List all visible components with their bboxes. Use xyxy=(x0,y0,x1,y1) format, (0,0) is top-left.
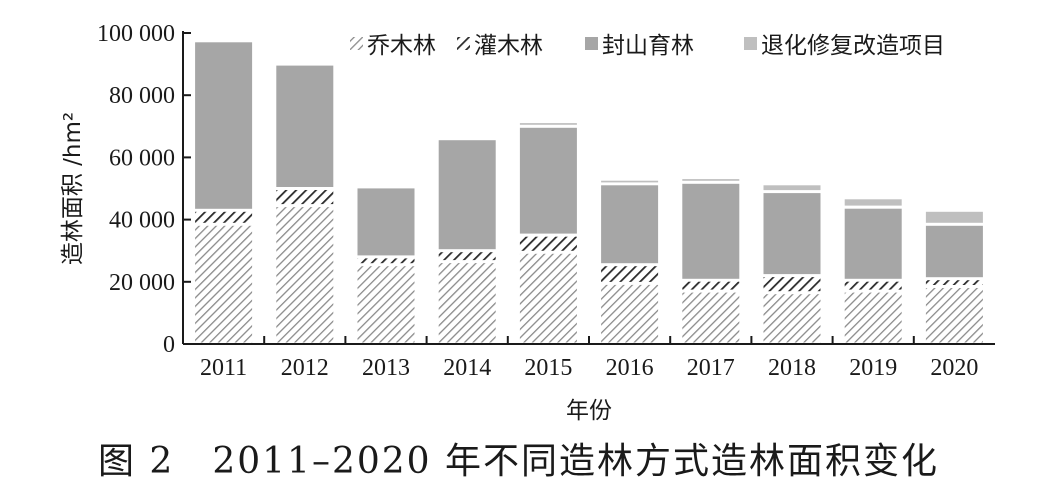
legend-label-3: 退化修复改造项目 xyxy=(761,33,945,59)
bar-2013-series-2 xyxy=(357,188,415,256)
legend-swatch-2 xyxy=(585,37,598,50)
legend-label-2: 封山育林 xyxy=(602,33,694,59)
legend-label-0: 乔木林 xyxy=(367,33,436,59)
legend-swatch-3 xyxy=(744,37,757,50)
bar-2015-series-2 xyxy=(519,127,577,234)
bar-2019-series-2 xyxy=(844,208,902,279)
legend: 乔木林 灌木林 封山育林 退化修复改造项目 xyxy=(350,33,945,59)
x-tick-label: 2015 xyxy=(524,355,572,381)
y-tick-label: 100 000 xyxy=(97,21,175,47)
bar-2012-series-0 xyxy=(276,207,334,343)
bar-2017-series-2 xyxy=(682,183,740,279)
bar-2017-series-1 xyxy=(682,281,740,290)
x-tick-label: 2020 xyxy=(930,355,978,381)
legend-label-1: 灌木林 xyxy=(474,33,543,59)
bar-2013-series-1 xyxy=(357,258,415,264)
bar-2012-series-2 xyxy=(276,65,334,187)
y-tick-label: 20 000 xyxy=(109,270,175,296)
bar-2011-series-0 xyxy=(195,225,253,343)
y-tick-label: 80 000 xyxy=(109,83,175,109)
legend-swatch-0 xyxy=(350,37,363,50)
y-tick-label: 0 xyxy=(163,332,175,358)
bar-2020-series-3 xyxy=(925,211,983,223)
x-tick-label: 2017 xyxy=(687,355,735,381)
x-tick-label: 2019 xyxy=(849,355,897,381)
bar-2020-series-0 xyxy=(925,288,983,343)
bar-2015-series-1 xyxy=(519,236,577,251)
bar-2013-series-0 xyxy=(357,266,415,343)
bars-group xyxy=(195,42,983,343)
bar-2018-series-2 xyxy=(763,193,821,275)
bar-2016-series-1 xyxy=(601,266,659,282)
ticks-group: 0 20 000 40 000 60 000 80 000 100 000 2011 2012… xyxy=(97,21,978,381)
bar-2016-series-0 xyxy=(601,284,659,343)
bar-2011-series-2 xyxy=(195,42,253,209)
bar-2019-series-0 xyxy=(844,292,902,343)
bar-2017-series-0 xyxy=(682,292,740,343)
bar-2014-series-1 xyxy=(438,252,496,261)
x-tick-label: 2011 xyxy=(200,355,247,381)
bar-2019-series-1 xyxy=(844,281,902,290)
bar-2020-series-2 xyxy=(925,225,983,278)
x-tick-label: 2018 xyxy=(768,355,816,381)
bar-2011-series-1 xyxy=(195,211,253,223)
bar-2018-series-0 xyxy=(763,294,821,343)
bar-2018-series-3 xyxy=(763,185,821,191)
x-tick-label: 2016 xyxy=(606,355,654,381)
x-tick-label: 2012 xyxy=(281,355,329,381)
bar-2014-series-0 xyxy=(438,263,496,343)
x-axis-title: 年份 xyxy=(566,398,612,424)
legend-swatch-1 xyxy=(457,37,470,50)
bar-chart: 0 20 000 40 000 60 000 80 000 100 000 2011 2012… xyxy=(60,21,995,424)
bar-2014-series-2 xyxy=(438,140,496,250)
bar-2016-series-3 xyxy=(601,180,659,183)
y-axis-title: 造林面积 /hm² xyxy=(60,112,86,265)
y-tick-label: 40 000 xyxy=(109,208,175,234)
bar-2018-series-1 xyxy=(763,277,821,292)
bar-2015-series-3 xyxy=(519,123,577,125)
bar-2016-series-2 xyxy=(601,185,659,264)
x-tick-label: 2014 xyxy=(443,355,491,381)
bar-2017-series-3 xyxy=(682,179,740,181)
x-tick-label: 2013 xyxy=(362,355,410,381)
bar-2012-series-1 xyxy=(276,190,334,205)
bar-2015-series-0 xyxy=(519,253,577,343)
figure-caption: 图 2 2011–2020 年不同造林方式造林面积变化 xyxy=(97,441,940,482)
y-tick-label: 60 000 xyxy=(109,145,175,171)
bar-2019-series-3 xyxy=(844,199,902,206)
bar-2020-series-1 xyxy=(925,280,983,285)
